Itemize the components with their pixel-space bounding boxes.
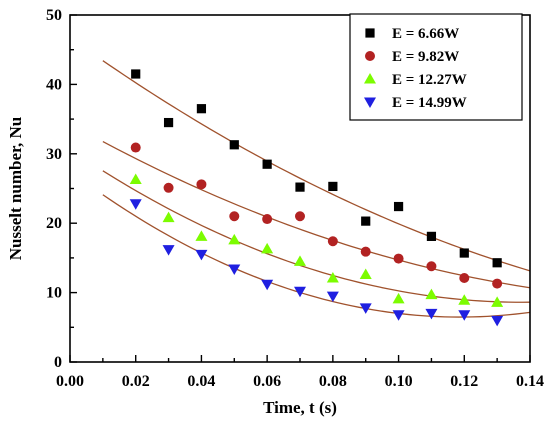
data-point-s1-6 <box>295 182 305 192</box>
data-point-s4-12 <box>491 315 504 327</box>
data-point-s1-7 <box>328 181 338 192</box>
data-point-s1-10 <box>426 231 437 241</box>
data-point-s4-11 <box>458 310 471 321</box>
plot-area <box>102 60 531 327</box>
data-point-s3-8 <box>359 268 372 280</box>
data-point-s3-9 <box>392 292 405 304</box>
data-point-s3-11 <box>458 294 471 305</box>
legend-marker-2 <box>365 51 375 61</box>
data-point-s3-1 <box>129 173 142 184</box>
data-point-s4-10 <box>425 308 438 320</box>
data-point-s2-10 <box>426 261 437 272</box>
x-tick-label: 0.08 <box>319 373 347 390</box>
data-point-s4-8 <box>359 303 372 314</box>
y-tick-label: 30 <box>46 146 62 163</box>
legend: E = 6.66W E = 9.82W E = 12.27W E = 14.99W <box>349 13 523 121</box>
legend-box <box>349 13 523 121</box>
x-tick-label: 0.14 <box>516 373 544 390</box>
data-point-s3-4 <box>228 233 241 245</box>
data-point-s2-8 <box>360 246 371 257</box>
legend-label-1: E = 6.66W <box>392 26 459 42</box>
data-point-s3-5 <box>261 242 274 254</box>
data-point-s2-1 <box>130 142 141 153</box>
data-point-s2-3 <box>196 179 207 190</box>
data-point-s1-8 <box>361 216 371 226</box>
data-point-s3-6 <box>294 255 306 266</box>
y-tick-label: 10 <box>46 285 62 302</box>
data-point-s2-7 <box>327 236 338 247</box>
data-point-s2-6 <box>295 211 305 222</box>
fit-curve-4 <box>102 194 531 318</box>
data-point-s1-5 <box>262 159 272 169</box>
data-point-s1-4 <box>229 140 239 150</box>
data-point-s4-7 <box>326 291 339 303</box>
y-tick-label: 20 <box>46 215 62 232</box>
data-point-s1-9 <box>393 201 404 212</box>
y-tick-label: 0 <box>54 354 62 371</box>
data-point-s3-3 <box>195 230 208 241</box>
x-axis-label: Time, t (s) <box>263 398 337 417</box>
fit-curve-2 <box>102 140 531 289</box>
x-tick-label: 0.06 <box>253 373 281 390</box>
x-tick-label: 0.10 <box>385 373 413 390</box>
data-point-s4-1 <box>129 199 142 210</box>
axes: 0.00 0.02 0.04 0.06 0.08 0.10 0.12 0.14 0 10 20 30 4… <box>6 7 544 417</box>
data-point-s4-6 <box>294 286 306 298</box>
data-point-s2-12 <box>492 278 503 289</box>
data-point-s3-7 <box>326 272 339 283</box>
data-point-s1-11 <box>459 248 469 258</box>
data-point-s4-3 <box>195 249 208 261</box>
x-tick-label: 0.12 <box>450 373 478 390</box>
x-tick-label: 0.00 <box>56 373 84 390</box>
fit-curve-3 <box>102 170 531 303</box>
fit-curve-1 <box>102 60 531 272</box>
data-point-s2-11 <box>459 273 470 284</box>
data-point-s4-2 <box>162 245 175 256</box>
data-point-s2-4 <box>229 211 240 222</box>
data-point-s3-2 <box>162 211 175 223</box>
legend-label-3: E = 12.27W <box>392 72 467 88</box>
data-point-s3-12 <box>491 296 504 307</box>
x-tick-label: 0.04 <box>187 373 215 390</box>
data-point-s2-5 <box>262 214 273 225</box>
legend-marker-4 <box>364 97 376 108</box>
data-point-s4-4 <box>228 264 241 276</box>
y-axis-label: Nusselt number, Nu <box>6 117 25 260</box>
legend-marker-1 <box>365 28 375 38</box>
x-tick-label: 0.02 <box>122 373 150 390</box>
legend-marker-3 <box>364 73 376 84</box>
data-point-s1-2 <box>163 117 174 128</box>
legend-label-2: E = 9.82W <box>392 49 459 65</box>
data-point-s4-9 <box>392 310 405 321</box>
data-point-s3-10 <box>425 288 438 300</box>
data-point-s1-3 <box>196 104 207 114</box>
legend-label-4: E = 14.99W <box>392 95 467 111</box>
y-tick-label: 40 <box>46 76 62 93</box>
data-point-s2-2 <box>163 182 174 193</box>
data-point-s1-12 <box>492 258 502 268</box>
data-point-s1-1 <box>131 69 141 79</box>
data-point-s2-9 <box>393 253 404 264</box>
y-tick-label: 50 <box>46 7 62 24</box>
data-point-s4-5 <box>261 279 274 291</box>
